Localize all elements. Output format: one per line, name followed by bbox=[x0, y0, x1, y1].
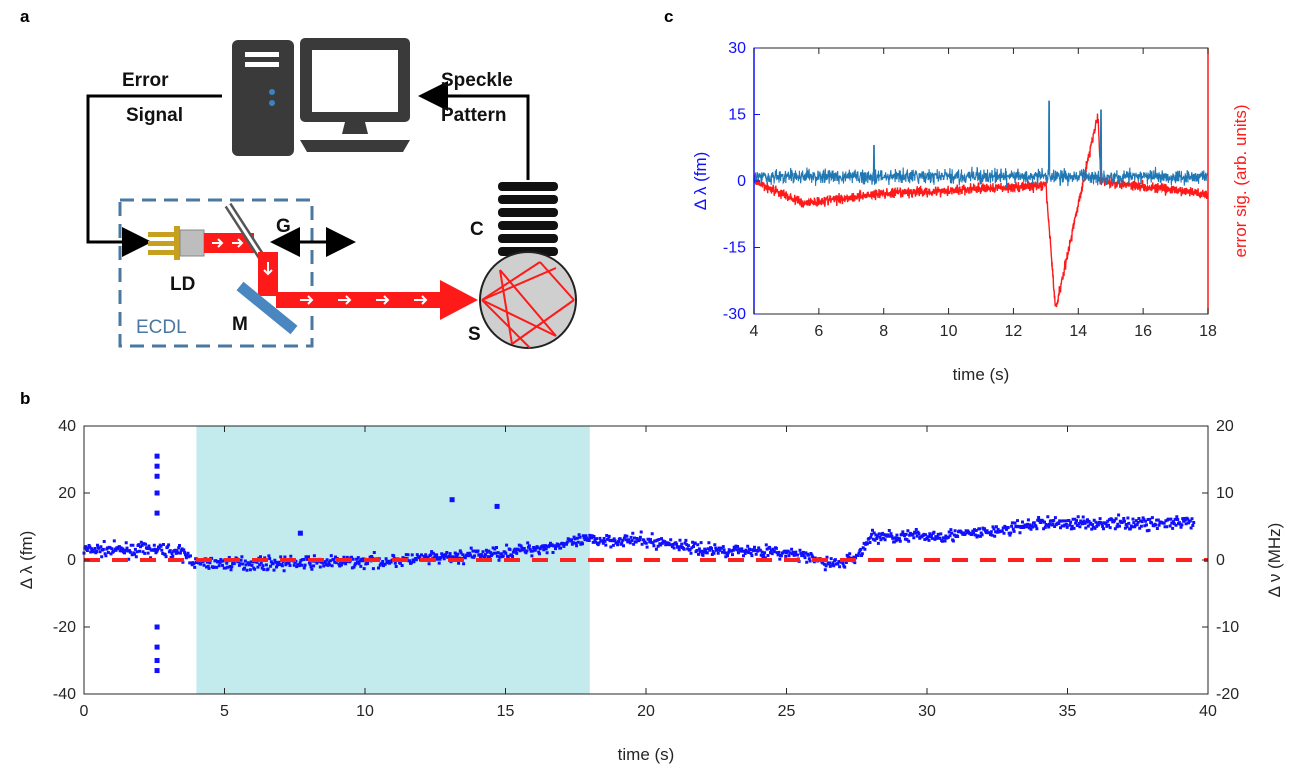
b-ytick-label: 40 bbox=[58, 418, 76, 435]
ecdl-box bbox=[118, 198, 314, 348]
chart-c-xlabel: time (s) bbox=[953, 365, 1010, 384]
c-xtick-label: 4 bbox=[750, 323, 759, 340]
panel-label-a: a bbox=[20, 7, 30, 26]
speckle-label-1: Speckle bbox=[441, 70, 513, 91]
chart-b-outlier-point bbox=[494, 503, 500, 509]
c-ytick-label: -30 bbox=[723, 306, 746, 323]
panel-label-c: c bbox=[664, 7, 673, 26]
chart-b-xlabel: time (s) bbox=[618, 745, 675, 764]
chart-b-ylabel: Δ λ (fm) bbox=[17, 531, 36, 590]
b-ytick-right-label: 0 bbox=[1216, 552, 1225, 569]
c-xtick-label: 14 bbox=[1069, 323, 1087, 340]
chart-b-data-points bbox=[82, 513, 1196, 573]
b-ytick-right-label: -20 bbox=[1216, 686, 1239, 703]
speckle-pattern-wire bbox=[418, 81, 530, 180]
s-label: S bbox=[468, 324, 481, 345]
chart-b-outlier-point bbox=[297, 530, 303, 536]
ecdl-label: ECDL bbox=[136, 317, 187, 338]
b-xtick-label: 15 bbox=[497, 703, 515, 720]
b-xtick-label: 0 bbox=[80, 703, 89, 720]
b-ytick-label: 20 bbox=[58, 485, 76, 502]
b-xtick-label: 5 bbox=[220, 703, 229, 720]
b-ytick-right-label: -10 bbox=[1216, 619, 1239, 636]
error-signal-label-2: Signal bbox=[126, 105, 183, 126]
computer-icon bbox=[232, 38, 410, 156]
chart-b-outlier-point bbox=[154, 668, 160, 674]
chart-c-series-error bbox=[753, 113, 1209, 308]
c-xtick-label: 8 bbox=[879, 323, 888, 340]
chart-b-ylabel-right: Δ ν (MHz) bbox=[1265, 523, 1284, 598]
b-ytick-right-label: 20 bbox=[1216, 418, 1234, 435]
chart-b-outlier-point bbox=[154, 624, 160, 630]
chart-b-outlier-point bbox=[154, 453, 160, 459]
chart-b-outlier-point bbox=[154, 644, 160, 650]
c-xtick-label: 6 bbox=[814, 323, 823, 340]
b-ytick-label: 0 bbox=[67, 552, 76, 569]
b-xtick-label: 25 bbox=[778, 703, 796, 720]
schematic-diagram: Error Signal Speckle Pattern ECDL LD G bbox=[86, 38, 577, 349]
b-ytick-right-label: 10 bbox=[1216, 485, 1234, 502]
chart-b-outlier-point bbox=[154, 510, 160, 516]
panel-label-b: b bbox=[20, 389, 30, 408]
chart-b-outlier-point bbox=[154, 473, 160, 479]
g-label: G bbox=[276, 216, 291, 237]
b-ytick-label: -40 bbox=[53, 686, 76, 703]
chart-b-outlier-point bbox=[449, 497, 455, 503]
chart-b-outlier-point bbox=[154, 463, 160, 469]
b-xtick-label: 35 bbox=[1059, 703, 1077, 720]
c-ytick-label: 0 bbox=[737, 173, 746, 190]
chart-b-outlier-point bbox=[154, 658, 160, 663]
chart-c-ylabel-right: error sig. (arb. units) bbox=[1231, 104, 1250, 257]
c-ytick-label: -15 bbox=[723, 240, 746, 257]
b-xtick-label: 40 bbox=[1199, 703, 1217, 720]
c-ytick-label: 15 bbox=[728, 107, 746, 124]
ld-label: LD bbox=[170, 274, 195, 295]
chart-c-series-delta-lambda bbox=[753, 100, 1209, 188]
c-xtick-label: 10 bbox=[940, 323, 958, 340]
laser-diode-icon bbox=[148, 226, 205, 260]
b-ytick-label: -20 bbox=[53, 619, 76, 636]
beam-segment-1 bbox=[204, 233, 254, 253]
error-signal-wire bbox=[86, 94, 222, 257]
integrating-sphere-icon bbox=[479, 251, 577, 349]
c-xtick-label: 12 bbox=[1005, 323, 1023, 340]
c-ytick-label: 30 bbox=[728, 40, 746, 57]
b-xtick-label: 30 bbox=[918, 703, 936, 720]
camera-icon bbox=[498, 182, 558, 256]
mirror-icon bbox=[236, 281, 298, 335]
c-label: C bbox=[470, 219, 484, 240]
m-label: M bbox=[232, 314, 248, 335]
chart-b-outlier-point bbox=[154, 490, 160, 496]
speckle-label-2: Pattern bbox=[441, 105, 506, 126]
chart-c: 4 6 8 10 12 14 16 18 -30 -15 0 15 30 time (s) Δ λ (f… bbox=[691, 40, 1250, 384]
c-xtick-label: 16 bbox=[1134, 323, 1152, 340]
c-xtick-label: 18 bbox=[1199, 323, 1217, 340]
chart-c-ylabel: Δ λ (fm) bbox=[691, 152, 710, 211]
b-xtick-label: 10 bbox=[356, 703, 374, 720]
error-signal-label-1: Error bbox=[122, 70, 169, 91]
b-xtick-label: 20 bbox=[637, 703, 655, 720]
